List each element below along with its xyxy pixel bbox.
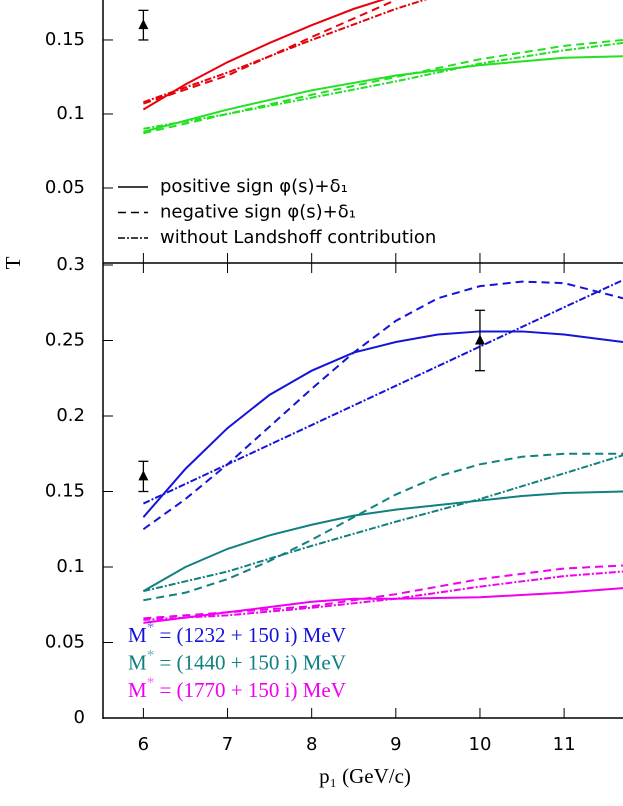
annotation: M* = (1440 + 150 i) MeV	[128, 648, 346, 674]
annotation: M* = (1232 + 150 i) MeV	[128, 620, 346, 646]
data-point	[138, 19, 149, 30]
y-tick-label: 0.25	[45, 330, 85, 351]
series-line	[143, 454, 623, 593]
series-line	[143, 41, 623, 130]
legend-label: positive sign φ(s)+δ₁	[160, 176, 348, 197]
annotation-part: *	[147, 620, 155, 636]
legend-label: negative sign φ(s)+δ₁	[160, 202, 356, 223]
data-point	[474, 334, 485, 345]
data-point	[138, 470, 149, 481]
y-tick-label: 0.15	[45, 29, 85, 50]
series-line	[142, 330, 623, 518]
y-tick-label: 0.05	[45, 632, 85, 653]
annotation-part: = (1232 + 150 i) MeV	[154, 623, 346, 647]
y-tick-label: 0.15	[45, 481, 85, 502]
annotation-part: = (1440 + 150 i) MeV	[154, 650, 346, 674]
x-axis-label: p₁ (GeV/c)	[319, 764, 411, 788]
annotation-part: = (1770 + 150 i) MeV	[154, 678, 346, 702]
x-tick-label: 10	[469, 734, 492, 755]
y-tick-label: 0.1	[56, 556, 85, 577]
series-line	[143, 570, 623, 621]
y-tick-label: 0.3	[56, 254, 85, 275]
y-tick-label: 0.1	[56, 103, 85, 124]
annotation-part: *	[147, 648, 155, 664]
y-axis-label: T	[1, 256, 25, 269]
x-tick-label: 8	[306, 734, 317, 755]
x-tick-label: 6	[138, 734, 149, 755]
y-tick-label: 0	[74, 707, 85, 728]
series-line	[142, 0, 386, 111]
y-tick-label: 0.05	[45, 177, 85, 198]
x-tick-label: 9	[390, 734, 401, 755]
series-line	[143, 587, 623, 624]
series-line	[143, 38, 623, 135]
y-tick-label: 0.2	[56, 405, 85, 426]
annotation-part: M	[128, 623, 147, 647]
series-line	[142, 490, 623, 593]
legend-label: without Landshoff contribution	[160, 227, 436, 248]
annotation: M* = (1770 + 150 i) MeV	[128, 675, 346, 701]
series-line	[143, 55, 623, 133]
annotation-part: *	[147, 675, 155, 691]
plot-area	[142, 279, 623, 624]
x-tick-label: 7	[222, 734, 233, 755]
series-line	[143, 452, 623, 602]
series-line	[142, 279, 623, 505]
annotation-part: M	[128, 650, 147, 674]
series-line	[143, 564, 623, 620]
series-line	[143, 0, 428, 104]
annotation-part: M	[128, 678, 147, 702]
series-line	[142, 280, 623, 531]
x-tick-label: 11	[553, 734, 576, 755]
plot-area	[142, 0, 623, 135]
